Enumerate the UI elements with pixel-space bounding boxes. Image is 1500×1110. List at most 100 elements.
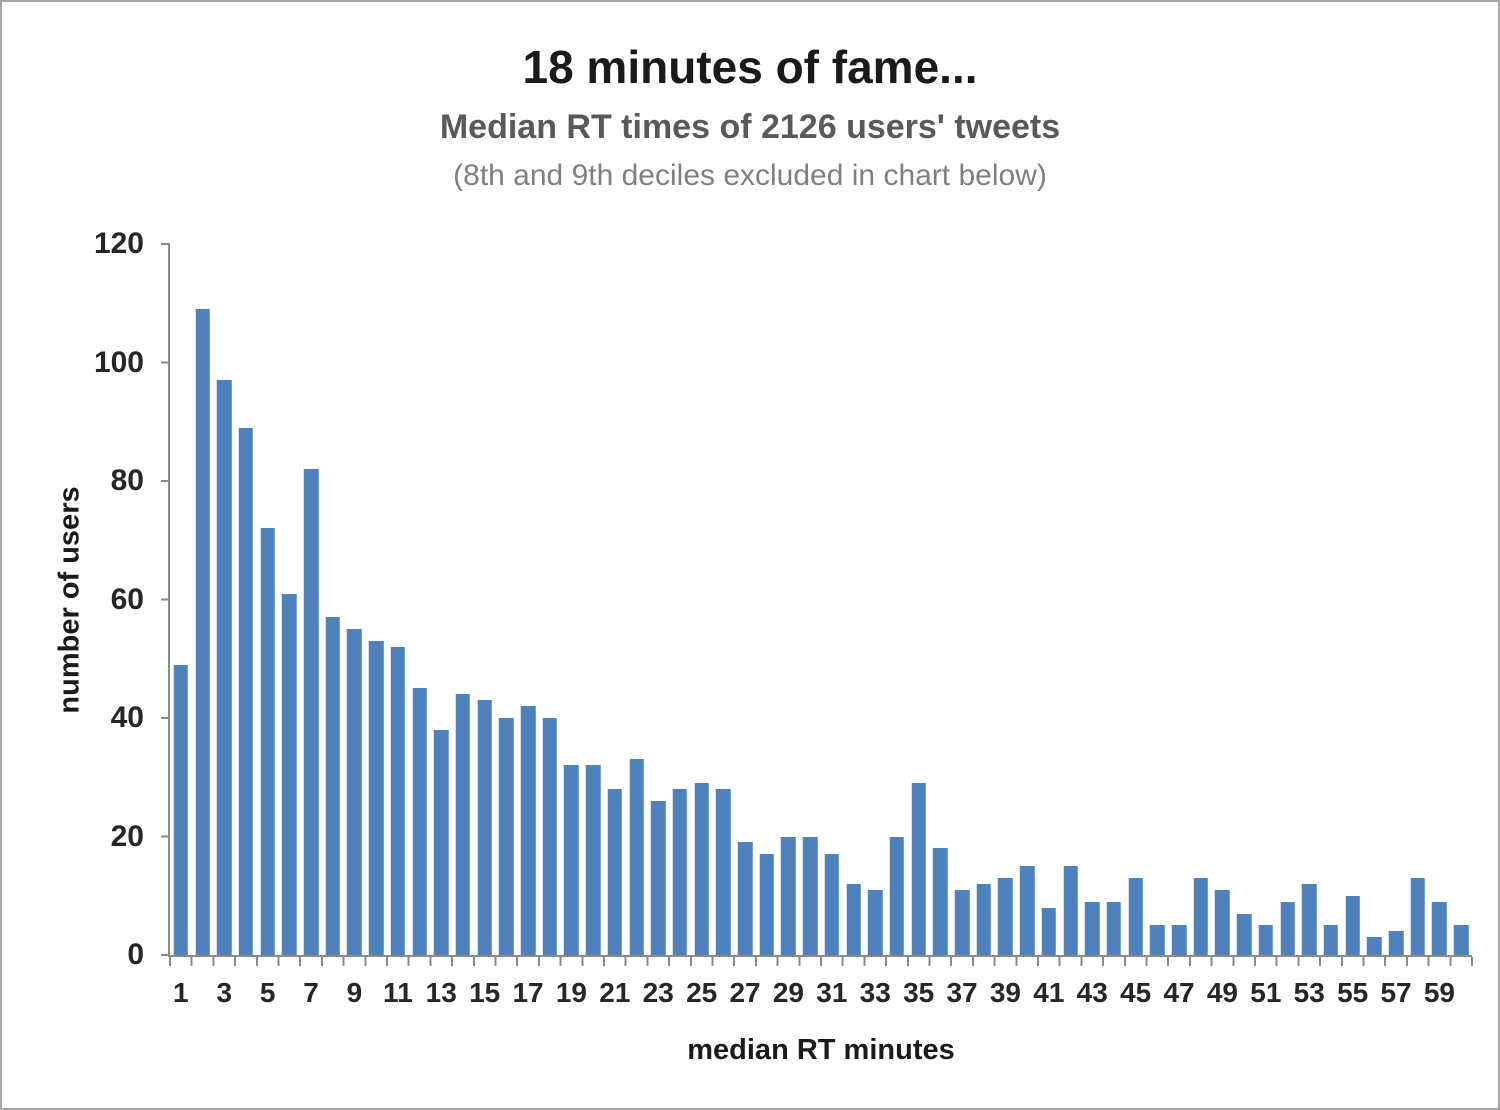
bar-x21: [607, 789, 623, 955]
bar-x56: [1367, 937, 1382, 955]
y-tick-label-20: 20: [110, 819, 144, 853]
bar-x35: [911, 783, 926, 955]
y-tick-label-0: 0: [127, 938, 144, 971]
x-tick-label-25: 25: [686, 977, 718, 1008]
x-tick-label-43: 43: [1076, 977, 1108, 1008]
bar-x4: [238, 427, 254, 955]
bar-x46: [1150, 925, 1165, 955]
x-tick-label-35: 35: [903, 977, 935, 1008]
bar-x10: [368, 640, 384, 955]
bar-x36: [933, 848, 948, 955]
bar-x40: [1019, 866, 1035, 955]
bar-x52: [1280, 901, 1295, 955]
bar-x12: [412, 688, 427, 955]
bar-x18: [542, 718, 557, 955]
bar-x5: [260, 528, 275, 955]
bar-x9: [347, 629, 362, 955]
plot-area: [168, 244, 1472, 957]
bar-x27: [737, 842, 753, 955]
bar-x45: [1128, 877, 1143, 955]
bar-x55: [1345, 895, 1360, 955]
x-tick-labels: 1 3 5 7 9 11 13 15 17 19 21 23 25 27 29 31 33 35 37 39 41 43 4…: [170, 977, 1472, 1018]
y-tick-label-40: 40: [110, 701, 144, 734]
x-tick-label-9: 9: [346, 977, 363, 1008]
bar-x3: [217, 380, 232, 955]
x-tick-label-7: 7: [303, 977, 319, 1008]
x-tick-label-39: 39: [989, 977, 1022, 1008]
bar-x51: [1258, 925, 1274, 955]
bar-x39: [998, 877, 1013, 955]
bar-x16: [499, 718, 514, 955]
chart-subtitle: Median RT times of 2126 users' tweets: [439, 108, 1061, 146]
x-tick-label-17: 17: [512, 977, 544, 1008]
bar-x6: [282, 593, 297, 955]
x-tick-label-47: 47: [1163, 977, 1195, 1008]
bar-x48: [1193, 877, 1208, 955]
x-axis-ticks: [169, 957, 1474, 966]
x-tick-label-59: 59: [1423, 977, 1456, 1008]
x-tick-label-51: 51: [1250, 977, 1282, 1008]
bar-x2: [195, 309, 210, 955]
x-tick-label-37: 37: [946, 977, 978, 1008]
chart-note: (8th and 9th deciles excluded in chart b…: [453, 159, 1047, 192]
y-axis-ticks: [161, 243, 170, 957]
bar-x30: [802, 836, 818, 955]
bar-x25: [694, 783, 709, 955]
bar-x7: [303, 469, 319, 955]
y-tick-label-80: 80: [110, 464, 144, 497]
bar-x1: [173, 664, 189, 955]
x-tick-label-41: 41: [1033, 977, 1065, 1008]
y-tick-label-120: 120: [93, 227, 144, 260]
bar-x13: [434, 729, 449, 955]
bar-x31: [824, 854, 840, 955]
x-axis-title: median RT minutes: [687, 1034, 955, 1066]
bar-x20: [585, 765, 601, 955]
bar-x49: [1215, 889, 1230, 955]
x-tick-label-29: 29: [772, 977, 805, 1008]
bar-x11: [390, 646, 406, 955]
bar-x44: [1106, 901, 1122, 955]
chart-header: 18 minutes of fame... Median RT times of…: [2, 2, 1498, 193]
x-tick-label-49: 49: [1206, 977, 1239, 1008]
bar-x58: [1410, 877, 1425, 955]
x-tick-label-1: 1: [173, 977, 189, 1008]
bar-x41: [1041, 907, 1057, 955]
x-tick-label-23: 23: [642, 977, 674, 1008]
x-tick-label-33: 33: [859, 977, 891, 1008]
bar-x14: [455, 694, 471, 955]
bar-x28: [759, 854, 774, 955]
x-tick-label-21: 21: [599, 977, 631, 1008]
bar-x43: [1085, 901, 1100, 955]
chart-title: 18 minutes of fame...: [522, 41, 978, 93]
bar-x33: [868, 889, 883, 955]
bar-x34: [889, 836, 905, 955]
bar-x15: [477, 700, 492, 955]
x-tick-label-11: 11: [383, 977, 413, 1008]
bar-x47: [1171, 925, 1187, 955]
x-tick-label-27: 27: [729, 977, 761, 1008]
x-tick-label-55: 55: [1337, 977, 1369, 1008]
bar-x59: [1432, 901, 1447, 955]
x-tick-label-13: 13: [425, 977, 457, 1008]
y-tick-label-60: 60: [110, 582, 144, 616]
x-tick-label-53: 53: [1293, 977, 1325, 1008]
x-tick-label-3: 3: [216, 977, 233, 1008]
x-tick-label-45: 45: [1120, 977, 1152, 1008]
bar-x29: [781, 836, 796, 955]
bar-x50: [1236, 913, 1252, 955]
y-tick-labels: 0 20 40 60 80 100 120: [62, 229, 158, 970]
bar-x32: [846, 883, 861, 955]
x-tick-label-19: 19: [555, 977, 588, 1008]
bar-x57: [1388, 931, 1404, 955]
y-tick-label-100: 100: [93, 345, 144, 379]
bar-x8: [325, 617, 340, 955]
bar-x38: [976, 883, 991, 955]
bar-x37: [954, 889, 970, 955]
bar-x26: [716, 789, 731, 955]
x-tick-label-57: 57: [1380, 977, 1412, 1008]
bar-x60: [1453, 925, 1469, 955]
bar-x54: [1323, 925, 1339, 955]
x-tick-label-31: 31: [816, 977, 848, 1008]
bar-x17: [520, 706, 536, 955]
